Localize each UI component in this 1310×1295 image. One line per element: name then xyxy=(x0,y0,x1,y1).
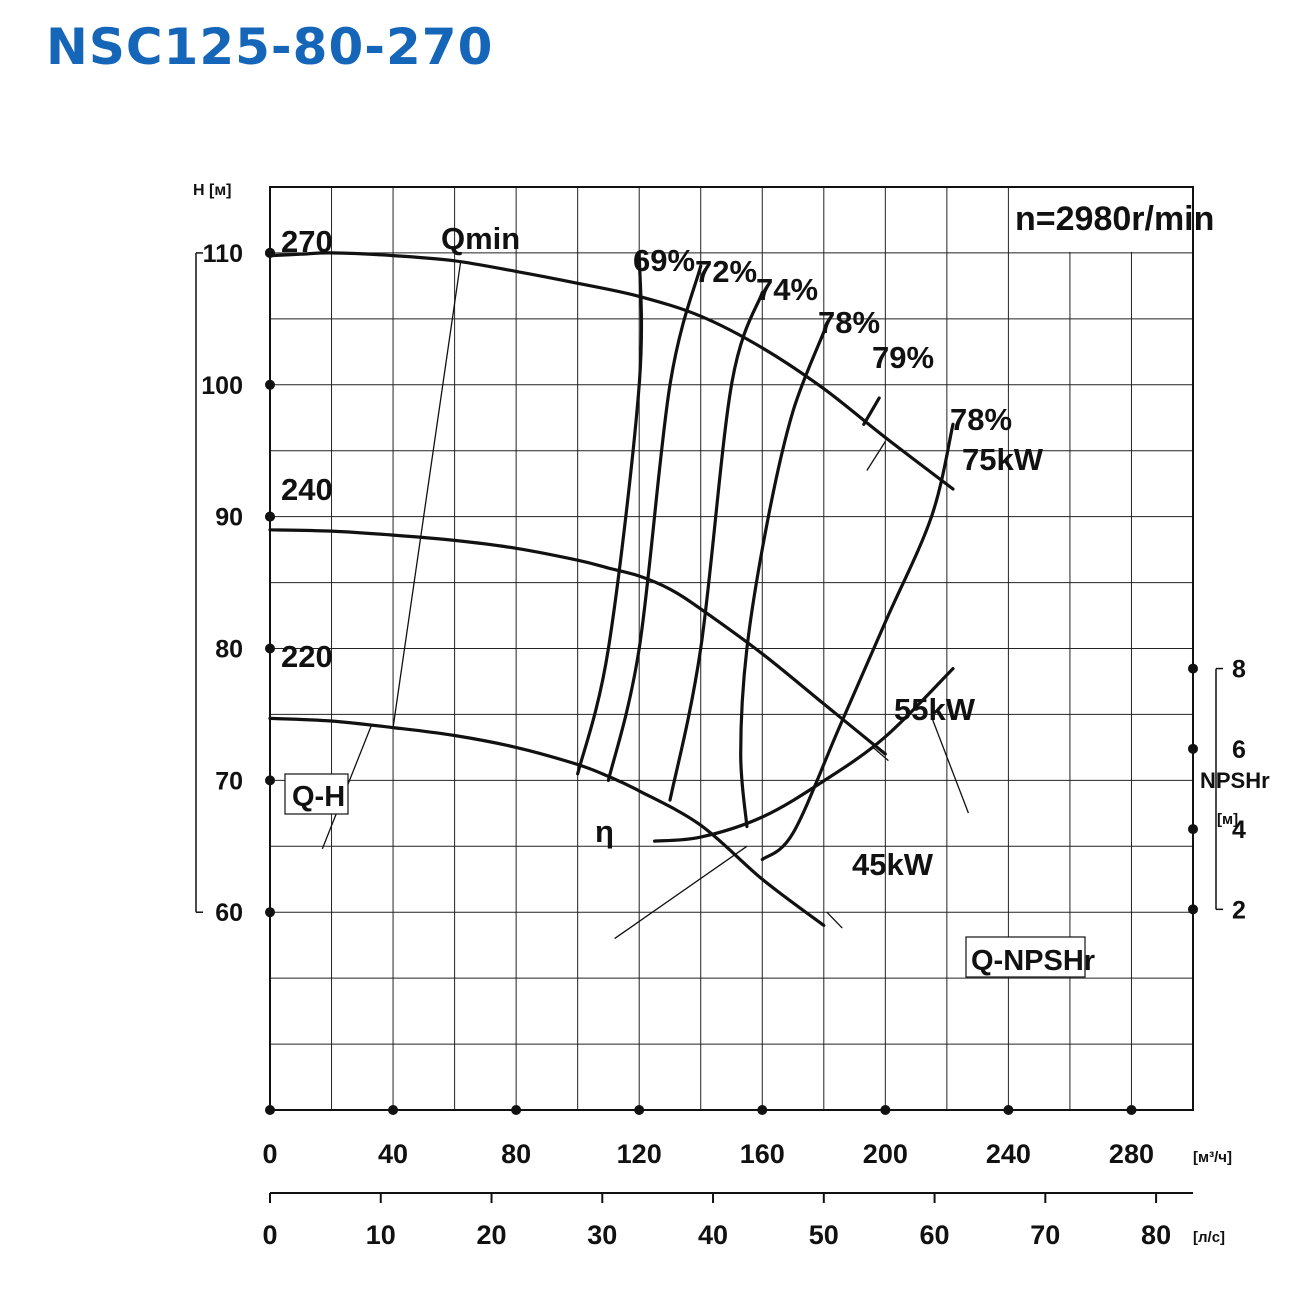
x2-tick-label: 30 xyxy=(587,1220,617,1250)
eff-79-label: 79% xyxy=(872,340,934,375)
curves xyxy=(265,247,970,940)
efficiency-curve-5 xyxy=(760,422,955,862)
npsh-tick-label: 2 xyxy=(1232,896,1246,924)
y-tick-dot xyxy=(265,511,275,522)
power-75kw-label: 75kW xyxy=(962,442,1044,477)
x-tick-dot xyxy=(634,1105,645,1115)
x2-tick-label: 20 xyxy=(476,1220,506,1250)
npsh-tick-dot xyxy=(1188,663,1198,674)
efficiency-curve-2 xyxy=(668,290,764,802)
y-tick-dot xyxy=(265,643,275,654)
speed-label: n=2980r/min xyxy=(1015,200,1214,238)
x-tick-label: 0 xyxy=(262,1139,277,1169)
qmin-label: Qmin xyxy=(441,221,520,256)
power-55-leader xyxy=(872,746,889,762)
efficiency-curve-0 xyxy=(576,251,644,776)
npshr-curve xyxy=(653,667,955,843)
y-tick-dot xyxy=(265,247,275,258)
eff-74-label: 74% xyxy=(756,272,818,307)
power-55kw-label: 55kW xyxy=(894,692,976,727)
qmin-leader xyxy=(392,260,462,728)
x-tick-dot xyxy=(1126,1105,1137,1115)
x2-tick-label: 70 xyxy=(1030,1220,1060,1250)
impeller-240-label: 240 xyxy=(281,472,333,507)
eff-69-label: 69% xyxy=(633,243,695,278)
x-axis-unit: [м³/ч] xyxy=(1193,1149,1232,1166)
y-tick-label: 110 xyxy=(203,240,243,268)
eff-79-tick xyxy=(866,441,886,471)
x-tick-dot xyxy=(880,1105,891,1115)
y-tick-dot xyxy=(265,379,275,390)
y-tick-dot xyxy=(265,775,275,786)
y-axis-label: H [м] xyxy=(193,182,232,199)
impeller-220-label: 220 xyxy=(281,639,333,674)
x2-tick-label: 80 xyxy=(1141,1220,1171,1250)
npsh-tick-dot xyxy=(1188,743,1198,754)
qh-curve-240 xyxy=(268,528,887,756)
x2-tick-label: 50 xyxy=(809,1220,839,1250)
efficiency-curve-4 xyxy=(862,396,881,426)
x-tick-label: 200 xyxy=(863,1139,908,1169)
x2-axis-unit: [л/с] xyxy=(1193,1229,1225,1246)
qh-label: Q-H xyxy=(292,781,345,813)
x-tick-dot xyxy=(265,1105,275,1115)
x2-tick-label: 40 xyxy=(698,1220,728,1250)
eff-78-label: 78% xyxy=(818,305,880,340)
x2-tick-label: 60 xyxy=(920,1220,950,1250)
x-tick-dot xyxy=(511,1105,522,1115)
speed-label-bg xyxy=(1009,188,1192,252)
x2-tick-label: 0 xyxy=(262,1220,277,1250)
grid xyxy=(269,186,1194,1111)
power-45-leader xyxy=(826,911,843,929)
efficiency-curve-1 xyxy=(606,264,703,782)
qh-label-box xyxy=(284,773,349,815)
y-tick-label: 100 xyxy=(201,372,243,400)
qh-curve-270 xyxy=(268,251,955,491)
npsh-unit: [м] xyxy=(1217,811,1238,828)
efficiency-curve-3 xyxy=(739,330,826,829)
npshr-leader xyxy=(930,716,970,814)
npsh-tick-label: 4 xyxy=(1232,816,1246,844)
x-tick-dot xyxy=(388,1105,399,1115)
npsh-tick-label: 6 xyxy=(1232,736,1246,764)
eta-leader xyxy=(614,845,748,940)
y-tick-dot xyxy=(265,907,275,918)
eta-label: η xyxy=(595,814,614,849)
npsh-tick-dot xyxy=(1188,904,1198,915)
power-45kw-label: 45kW xyxy=(852,847,934,882)
x-tick-label: 160 xyxy=(740,1139,785,1169)
x2-tick-label: 10 xyxy=(366,1220,396,1250)
y-tick-label: 70 xyxy=(215,767,243,795)
y-tick-label: 60 xyxy=(215,899,243,927)
x-tick-dot xyxy=(757,1105,768,1115)
x-tick-label: 120 xyxy=(617,1139,662,1169)
x-tick-label: 80 xyxy=(501,1139,531,1169)
q-npshr-label: Q-NPSHr xyxy=(971,945,1095,977)
x-tick-label: 280 xyxy=(1109,1139,1154,1169)
qh-curve-220 xyxy=(268,716,826,927)
y-tick-label: 80 xyxy=(215,636,243,664)
npsh-title: NPSHr xyxy=(1200,768,1270,793)
eff-72-label: 72% xyxy=(695,254,757,289)
x-tick-label: 240 xyxy=(986,1139,1031,1169)
x-tick-dot xyxy=(1003,1105,1014,1115)
q-npshr-label-box xyxy=(965,936,1086,978)
npsh-tick-dot xyxy=(1188,824,1198,835)
eff-78-right-label: 78% xyxy=(950,402,1012,437)
page-title: NSC125-80-270 xyxy=(46,18,494,76)
impeller-270-label: 270 xyxy=(281,224,333,259)
x-tick-label: 40 xyxy=(378,1139,408,1169)
npsh-tick-label: 8 xyxy=(1232,656,1246,684)
y-tick-label: 90 xyxy=(215,504,243,532)
